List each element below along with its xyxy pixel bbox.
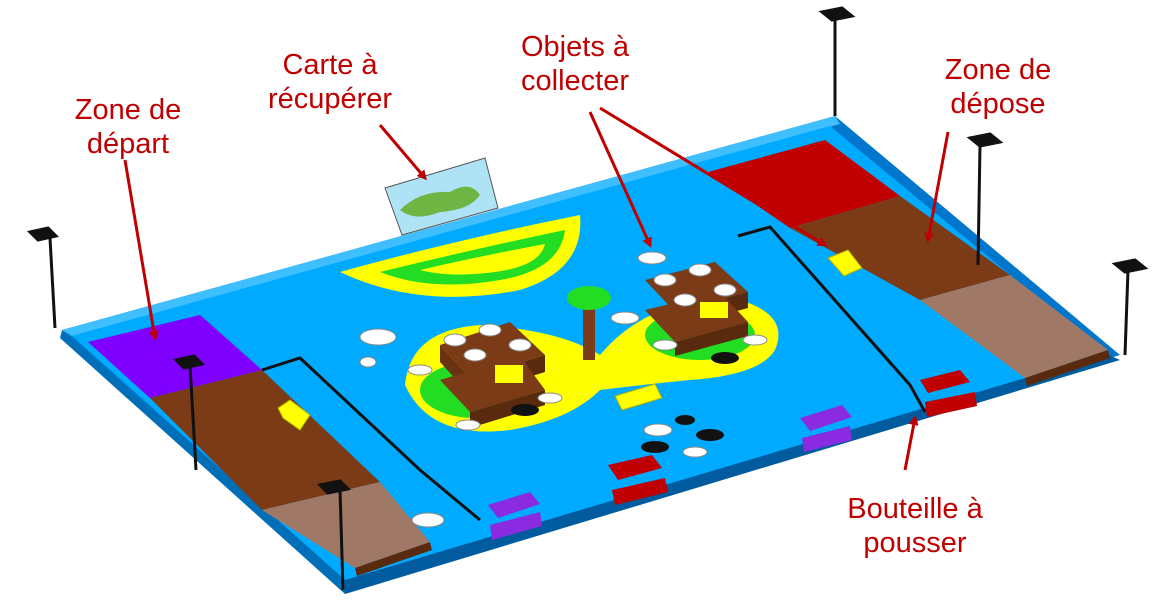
right-ramp (790, 196, 1110, 386)
purple-bottles (488, 405, 852, 540)
annotation-arrows (123, 106, 950, 471)
table-left-wall (60, 330, 345, 594)
label-bottle: Bouteille à pousser (847, 493, 983, 559)
yellow-blocks (277, 249, 863, 431)
arrow-drop-zone (924, 131, 950, 243)
label-objects: Objets à collecter (521, 31, 629, 97)
red-bottles (608, 370, 977, 505)
corner-poles (27, 6, 1149, 591)
right-tower (645, 262, 748, 356)
arrow-objects-1 (588, 111, 652, 248)
left-ramp (150, 370, 432, 576)
arrow-objects-2 (599, 106, 828, 247)
black-discs (511, 352, 739, 453)
start-zone (88, 315, 262, 398)
treasure-map-image (384, 157, 499, 236)
collectible-objects (359, 251, 768, 528)
guide-lines (261, 225, 927, 522)
arrow-start-zone (123, 159, 159, 341)
drop-zone (708, 140, 900, 228)
table-back-wall (62, 116, 840, 336)
left-tower (440, 322, 545, 428)
label-map: Carte à récupérer (267, 49, 393, 115)
arrow-map (378, 124, 427, 181)
arrow-bottle (903, 415, 919, 471)
label-drop-zone: Zone de dépose (944, 54, 1052, 120)
table-front-wall (345, 354, 1120, 594)
back-island (340, 215, 581, 297)
palm-tree (567, 286, 611, 360)
label-start-zone: Zone de départ (74, 94, 182, 160)
